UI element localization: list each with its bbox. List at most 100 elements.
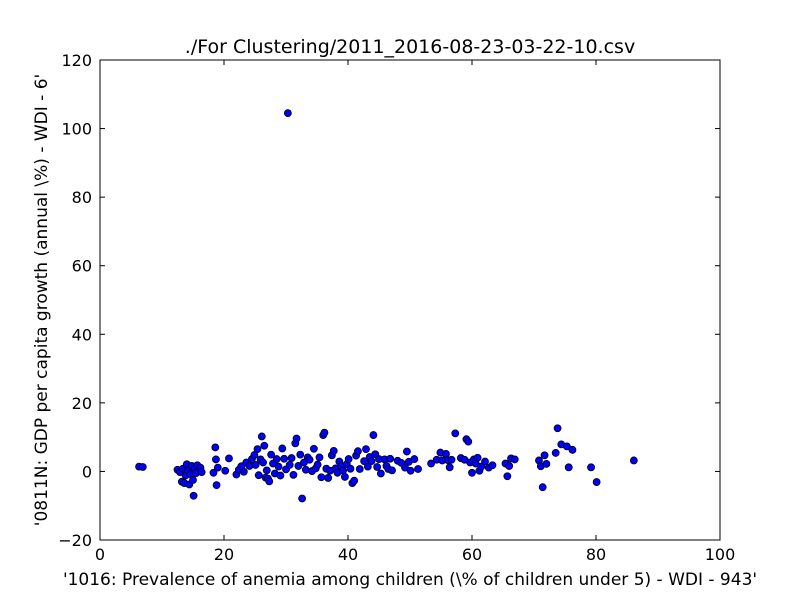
data-point (239, 467, 248, 476)
data-point (562, 442, 571, 451)
data-point (354, 447, 362, 456)
data-point (283, 109, 292, 118)
data-point (410, 455, 419, 463)
data-point (260, 441, 269, 450)
x-axis-ticks: 0 20 40 60 80 100 (95, 60, 735, 564)
data-point (346, 464, 355, 473)
y-tick-label: −20 (58, 531, 92, 550)
data-point (267, 450, 276, 459)
data-point (138, 463, 147, 471)
data-point (406, 466, 415, 475)
x-tick-label: 40 (338, 545, 358, 564)
data-point (367, 457, 376, 466)
data-point (388, 466, 396, 475)
data-point (505, 462, 514, 470)
data-point (315, 453, 324, 462)
x-axis-label: '1016: Prevalence of anemia among childr… (63, 570, 757, 590)
data-point (197, 468, 206, 477)
data-point (551, 449, 560, 457)
data-point (451, 429, 460, 438)
data-point (298, 494, 307, 503)
scatter-points (135, 109, 638, 503)
data-point (225, 454, 233, 463)
data-point (447, 455, 456, 464)
data-point (592, 478, 601, 486)
y-tick-label: 20 (72, 394, 92, 413)
data-point (265, 477, 274, 486)
data-point (276, 471, 285, 480)
x-tick-label: 80 (586, 545, 606, 564)
data-point (464, 437, 473, 446)
data-point (473, 453, 482, 462)
y-tick-label: 120 (61, 51, 92, 70)
y-tick-label: 0 (82, 462, 92, 481)
data-point (278, 444, 287, 453)
data-point (294, 462, 303, 470)
y-tick-label: 80 (72, 188, 92, 207)
y-tick-label: 100 (61, 120, 92, 139)
data-point (253, 445, 262, 454)
data-point (289, 470, 298, 479)
x-tick-label: 20 (214, 545, 234, 564)
data-point (320, 428, 329, 437)
data-point (362, 445, 370, 454)
data-point (477, 462, 486, 471)
data-point (488, 461, 497, 470)
data-point (301, 465, 310, 474)
plot-frame (99, 59, 721, 541)
data-point (274, 462, 283, 471)
data-point (568, 445, 577, 454)
data-point (313, 460, 322, 469)
data-point (280, 454, 289, 463)
y-axis-label: '0811N: GDP per capita growth (annual \%… (32, 74, 52, 526)
data-point (540, 451, 549, 460)
data-point (324, 474, 333, 482)
data-point (510, 455, 519, 464)
data-point (503, 472, 512, 481)
data-point (376, 469, 385, 478)
data-point (292, 434, 301, 443)
data-point (257, 432, 266, 441)
data-point (355, 465, 364, 473)
data-point (542, 459, 551, 468)
data-point (363, 462, 372, 471)
data-point (414, 465, 422, 473)
data-point (189, 476, 197, 484)
data-point (468, 468, 476, 477)
data-point (329, 446, 338, 455)
data-point (344, 455, 353, 463)
data-point (386, 454, 395, 463)
data-point (445, 463, 454, 472)
x-tick-label: 0 (95, 545, 105, 564)
data-point (211, 443, 220, 452)
data-point (285, 461, 294, 469)
data-point (213, 463, 222, 472)
data-point (212, 455, 220, 464)
data-point (340, 473, 349, 481)
data-point (287, 454, 296, 462)
data-point (587, 463, 595, 472)
data-point (221, 466, 230, 475)
data-point (369, 431, 378, 439)
data-point (481, 457, 489, 466)
data-point (251, 461, 260, 469)
data-point (305, 455, 314, 464)
data-point (402, 447, 411, 456)
data-point (553, 424, 562, 433)
data-point (629, 456, 638, 465)
data-point (212, 481, 221, 490)
data-point (350, 476, 359, 485)
data-point (262, 466, 271, 475)
data-point (317, 473, 326, 482)
chart-title: ./For Clustering/2011_2016-08-23-03-22-1… (185, 36, 635, 58)
data-point (259, 458, 267, 467)
x-tick-label: 60 (462, 545, 482, 564)
data-point (209, 468, 218, 477)
data-point (296, 450, 305, 459)
data-point (309, 444, 318, 453)
data-point (373, 463, 382, 471)
x-tick-label: 100 (705, 545, 736, 564)
y-tick-label: 60 (72, 257, 92, 276)
data-point (564, 463, 573, 472)
